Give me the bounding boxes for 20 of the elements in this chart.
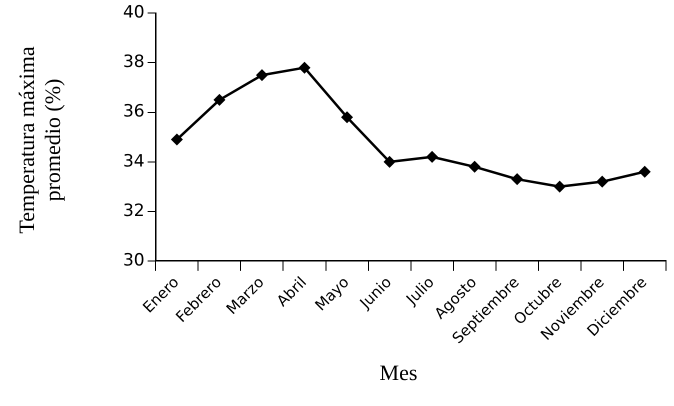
y-tick-label: 36: [122, 102, 145, 122]
y-tick-label: 32: [122, 200, 145, 221]
point: [170, 134, 183, 146]
point: [511, 173, 524, 186]
y-tick-label: 34: [122, 151, 145, 172]
y-tick-label: 40: [122, 2, 145, 23]
point: [213, 94, 226, 106]
point: [638, 166, 651, 178]
point: [596, 176, 608, 188]
y-axis-title: Temperatura máxima promedio (%): [14, 45, 66, 236]
point: [384, 156, 396, 168]
point: [554, 180, 566, 193]
point: [298, 62, 310, 74]
x-axis-title: Mes: [378, 360, 418, 386]
point: [256, 69, 268, 82]
point: [426, 150, 438, 163]
point: [468, 160, 481, 173]
y-tick-label: 38: [122, 52, 145, 72]
point: [341, 111, 354, 124]
y-tick-label: 30: [122, 250, 145, 270]
